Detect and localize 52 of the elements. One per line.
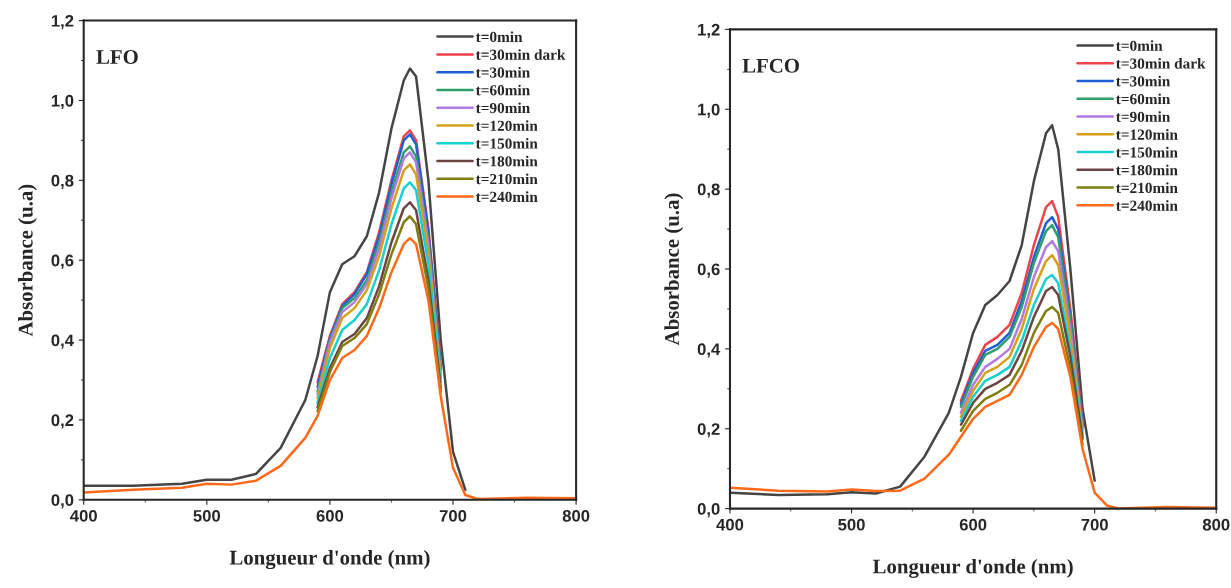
y-tick-label: 0,8 [697, 183, 720, 198]
legend-label: t=120min [1116, 129, 1178, 140]
x-tick-label: 600 [316, 509, 344, 522]
x-tick-label: 500 [193, 509, 221, 522]
y-tick-label: 0,4 [51, 334, 74, 349]
x-tick-label: 400 [716, 518, 744, 531]
y-axis-title: Absorbance (u.a) [664, 193, 684, 346]
annotation: LFO [96, 49, 138, 64]
x-axis-title: Longueur d'onde (nm) [872, 558, 1073, 578]
line-series [83, 67, 467, 492]
x-tick-label: 600 [959, 518, 987, 531]
y-tick-label: 1,0 [698, 103, 720, 118]
legend-label: t=90min [475, 102, 530, 114]
y-tick-label: 0,0 [51, 494, 74, 509]
y-tick-label: 1,0 [51, 94, 74, 110]
x-tick-label: 700 [439, 509, 467, 522]
legend-label: t=240min [475, 191, 538, 203]
y-tick-label: 0,6 [51, 254, 74, 269]
legend-label: t=210min [475, 173, 538, 185]
y-tick-label: 0,2 [51, 414, 74, 429]
legend-label: t=210min [1116, 182, 1178, 194]
annotation: LFCO [742, 58, 799, 73]
legend-label: t=150min [1116, 146, 1178, 158]
legend-label: t=180min [1116, 164, 1178, 176]
x-tick-label: 800 [1202, 518, 1230, 531]
legend-label: t=120min [475, 120, 538, 131]
x-axis-title: Longueur d'onde (nm) [229, 550, 430, 570]
y-tick-label: 1,2 [51, 14, 74, 30]
legend-label: t=240min [1116, 200, 1178, 211]
legend-label: t=0min [1116, 40, 1163, 51]
x-tick-label: 400 [70, 509, 97, 522]
legend-label: t=150min [475, 137, 538, 149]
y-tick-label: 0,0 [697, 503, 720, 518]
legend-label: t=180min [475, 155, 538, 167]
y-tick-label: 0,2 [697, 423, 720, 438]
y-tick-label: 1,2 [698, 23, 720, 39]
x-tick-label: 700 [1081, 518, 1108, 531]
legend-label: t=30min [475, 66, 530, 78]
x-tick-label: 800 [562, 509, 590, 522]
legend-label: t=30min dark [1116, 57, 1206, 69]
y-tick-label: 0,8 [51, 174, 74, 189]
legend-label: t=0min [475, 31, 523, 43]
y-tick-label: 0,6 [697, 263, 720, 278]
y-axis-title: Absorbance (u.a) [18, 184, 37, 337]
line-series [729, 123, 1096, 497]
legend-label: t=30min dark [475, 49, 566, 60]
legend-label: t=90min [1116, 111, 1171, 123]
legend-label: t=60min [1116, 93, 1171, 105]
x-tick-label: 500 [838, 518, 865, 531]
legend-label: t=60min [475, 84, 530, 96]
legend-label: t=30min [1116, 75, 1171, 87]
y-tick-label: 0,4 [697, 343, 721, 358]
